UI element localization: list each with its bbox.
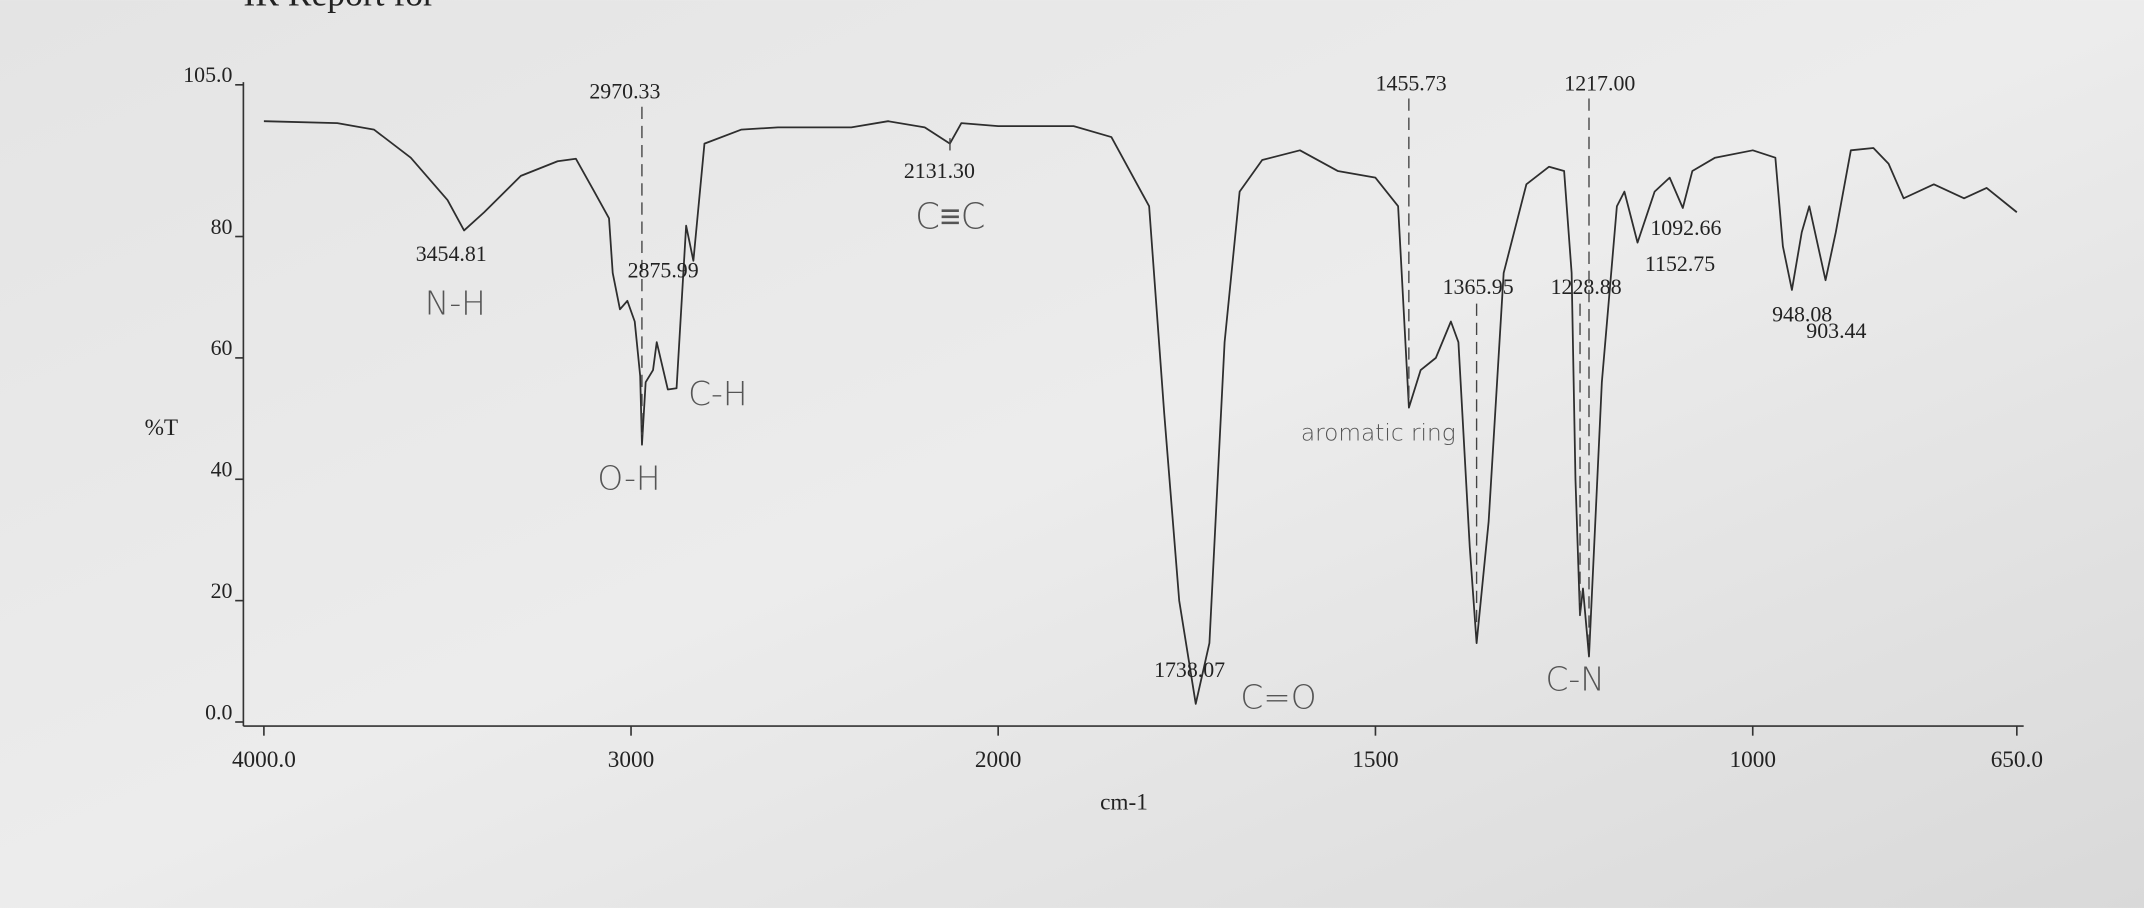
x-tick-label: 1000 bbox=[1730, 747, 1776, 773]
spectrum-line bbox=[263, 120, 2018, 705]
y-tick-label: 105.0 bbox=[183, 63, 232, 87]
chart-title: IR Report for bbox=[243, 0, 435, 14]
peak-label: 1738.07 bbox=[1154, 658, 1225, 682]
handwritten-annotation: O-H bbox=[597, 460, 660, 498]
peak-label: 1152.75 bbox=[1645, 252, 1715, 276]
peak-label: 1455.73 bbox=[1376, 71, 1447, 95]
x-tick-label: 650.0 bbox=[1991, 747, 2043, 773]
x-tick-label: 4000.0 bbox=[232, 747, 296, 773]
peak-label: 3454.81 bbox=[416, 242, 487, 266]
peak-label: 903.44 bbox=[1806, 319, 1866, 343]
x-tick-label: 1500 bbox=[1352, 747, 1398, 773]
x-axis-label: cm-1 bbox=[1100, 790, 1148, 816]
x-tick-label: 2000 bbox=[975, 747, 1021, 773]
handwritten-annotation: N-H bbox=[425, 285, 486, 323]
y-tick-label: 20 bbox=[211, 579, 233, 603]
handwritten-annotation: C-H bbox=[688, 375, 747, 413]
handwritten-annotation: C-N bbox=[1546, 661, 1605, 699]
y-axis-label: %T bbox=[145, 415, 179, 441]
peak-label: 2131.30 bbox=[904, 159, 975, 183]
peak-label: 2875.99 bbox=[628, 259, 699, 283]
handwritten-annotation: C≡C bbox=[915, 196, 985, 237]
y-tick-label: 0.0 bbox=[205, 700, 232, 724]
peak-label: 1217.00 bbox=[1564, 71, 1635, 95]
peak-label: 948.08 bbox=[1772, 302, 1832, 326]
handwritten-annotation: C=O bbox=[1240, 678, 1316, 716]
peak-label: 2970.33 bbox=[589, 79, 660, 103]
y-tick-label: 40 bbox=[211, 458, 233, 482]
y-tick-label: 60 bbox=[211, 336, 233, 360]
peak-label: 1228.88 bbox=[1551, 275, 1622, 299]
y-tick-label: 80 bbox=[211, 215, 233, 239]
x-tick-label: 3000 bbox=[608, 747, 654, 773]
handwritten-annotation: aromatic ring bbox=[1301, 419, 1456, 446]
peak-label: 1365.95 bbox=[1443, 275, 1514, 299]
peak-label: 1092.66 bbox=[1650, 216, 1721, 240]
